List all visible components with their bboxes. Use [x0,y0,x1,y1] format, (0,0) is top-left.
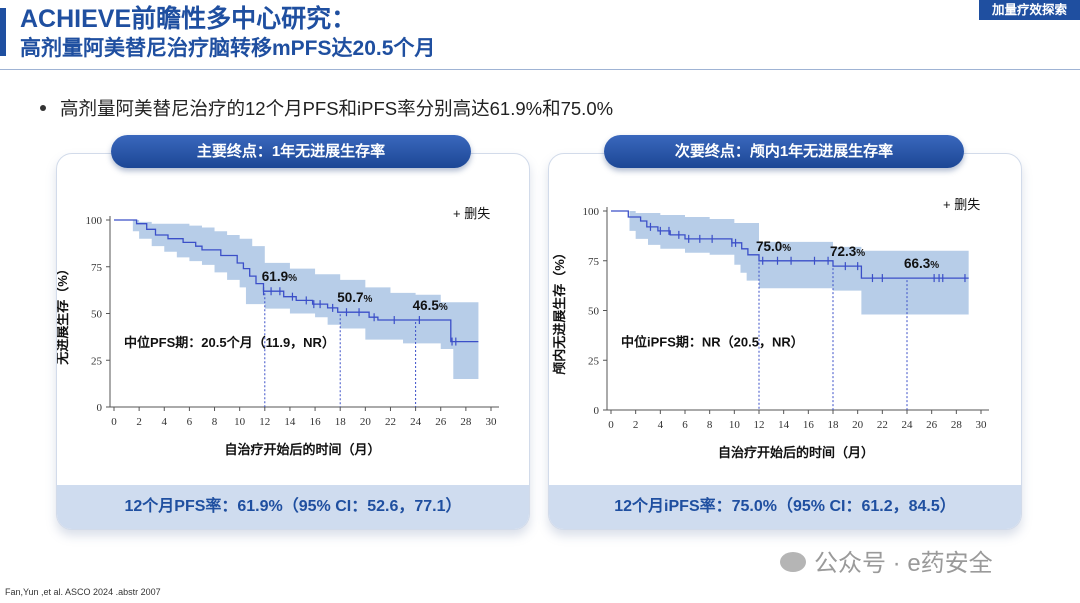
ipfs-endpoint-pill: 次要终点：颅内1年无进展生存率 [604,135,964,168]
x-tick-label: 4 [162,416,168,428]
x-tick-label: 12 [259,416,270,428]
x-tick-label: 6 [682,419,688,431]
x-tick-label: 4 [658,419,664,431]
x-tick-label: 26 [926,419,938,431]
y-tick-label: 100 [583,206,600,218]
watermark-text: 公众号 · e药安全 [814,550,993,577]
x-tick-label: 28 [951,419,963,431]
ipfs-footer: 12个月iPFS率：75.0%（95% CI：61.2，84.5） [549,485,1021,529]
x-tick-label: 22 [877,419,888,431]
landmark-value-label: 61.9% [262,269,297,284]
y-tick-label: 75 [588,256,600,268]
x-tick-label: 10 [234,416,246,428]
pfs-footer: 12个月PFS率：61.9%（95% CI：52.6，77.1） [57,485,529,529]
x-axis-label: 自治疗开始后的时间（月） [224,442,380,457]
median-note: 中位iPFS期：NR（20.5，NR） [621,334,804,349]
y-tick-label: 0 [97,402,103,414]
landmark-value-label: 66.3% [904,256,939,271]
landmark-value-unit: % [363,294,372,305]
section-tag: 加量疗效探索 [979,0,1080,20]
landmark-value-number: 50.7 [337,290,363,305]
y-axis-label: 无进展生存（%） [56,262,70,366]
ipfs-chart-panel: 0 2 4 6 8 10 12 14 16 18 20 22 24 26 28 30 0 25 50 75 100 自治疗… [548,153,1022,530]
pfs-endpoint-pill: 主要终点：1年无进展生存率 [111,135,471,168]
reference-citation: Fan,Yun ,et al. ASCO 2024 .abstr 2007 [5,587,161,597]
landmark-value-number: 66.3 [904,256,931,271]
landmark-value-unit: % [782,243,791,254]
x-tick-label: 2 [136,416,142,428]
x-tick-label: 8 [707,419,713,431]
x-tick-label: 0 [111,416,117,428]
landmark-value-number: 61.9 [262,269,288,284]
legend-censored: + 删失 [943,197,980,212]
page-title: ACHIEVE前瞻性多中心研究： [20,5,357,33]
landmark-value-unit: % [439,302,448,313]
pfs-km-chart: 0 2 4 6 8 10 12 14 16 18 20 22 24 26 28 300255075100自治疗… [56,206,499,457]
confidence-band [611,211,969,315]
landmark-value-number: 75.0 [756,239,782,254]
x-tick-label: 20 [360,416,372,428]
y-tick-label: 75 [91,262,103,274]
y-tick-label: 50 [91,309,103,321]
landmark-value-unit: % [856,248,865,259]
watermark: 公众号 · e药安全 [780,543,993,578]
x-tick-label: 28 [460,416,472,428]
ipfs-km-chart: 0 2 4 6 8 10 12 14 16 18 20 22 24 26 28 300255075100自治疗… [552,197,989,460]
y-axis-label: 颅内无进展生存（%） [552,246,567,375]
landmark-value-label: 46.5% [413,298,448,313]
x-tick-label: 22 [385,416,396,428]
survival-curve [611,210,969,279]
x-tick-label: 0 [608,419,614,431]
landmark-value-number: 72.3 [830,244,857,259]
title-divider [0,69,1080,70]
landmark-value-unit: % [930,260,939,271]
x-tick-label: 2 [633,419,639,431]
wechat-icon [780,551,806,572]
x-tick-label: 14 [284,416,296,428]
x-tick-label: 30 [976,419,988,431]
landmark-value-number: 46.5 [413,298,440,313]
title-accent-bar [0,8,6,56]
y-tick-label: 0 [594,405,600,417]
x-axis-label: 自治疗开始后的时间（月） [718,445,874,460]
key-finding-bullet: 高剂量阿美替尼治疗的12个月PFS和iPFS率分别高达61.9%和75.0% [40,95,613,121]
x-tick-label: 10 [729,419,741,431]
x-tick-label: 30 [486,416,498,428]
x-tick-label: 20 [852,419,864,431]
page-subtitle: 高剂量阿美替尼治疗脑转移mPFS达20.5个月 [20,37,436,60]
median-note: 中位PFS期：20.5个月（11.9，NR） [124,335,335,350]
legend-censored: + 删失 [453,206,490,221]
x-tick-label: 16 [310,416,322,428]
x-tick-label: 18 [335,416,347,428]
x-tick-label: 24 [902,419,914,431]
x-tick-label: 8 [212,416,218,428]
key-finding-text: 高剂量阿美替尼治疗的12个月PFS和iPFS率分别高达61.9%和75.0% [60,98,614,119]
survival-curve [114,219,479,343]
y-tick-label: 25 [91,355,103,367]
pfs-chart-panel: 0 2 4 6 8 10 12 14 16 18 20 22 24 26 28 30 0 25 50 75 100 自治疗… [56,153,530,530]
x-tick-label: 14 [778,419,790,431]
x-tick-label: 18 [828,419,840,431]
x-tick-label: 26 [435,416,447,428]
landmark-value-label: 50.7% [337,290,372,305]
x-tick-label: 24 [410,416,422,428]
landmark-value-label: 75.0% [756,239,791,254]
bullet-dot-icon [40,105,46,112]
landmark-value-label: 72.3% [830,244,865,259]
x-tick-label: 16 [803,419,815,431]
landmark-value-unit: % [288,273,297,284]
y-tick-label: 50 [588,306,600,318]
y-tick-label: 100 [86,215,103,227]
x-tick-label: 12 [754,419,765,431]
y-tick-label: 25 [588,355,600,367]
x-tick-label: 6 [187,416,193,428]
